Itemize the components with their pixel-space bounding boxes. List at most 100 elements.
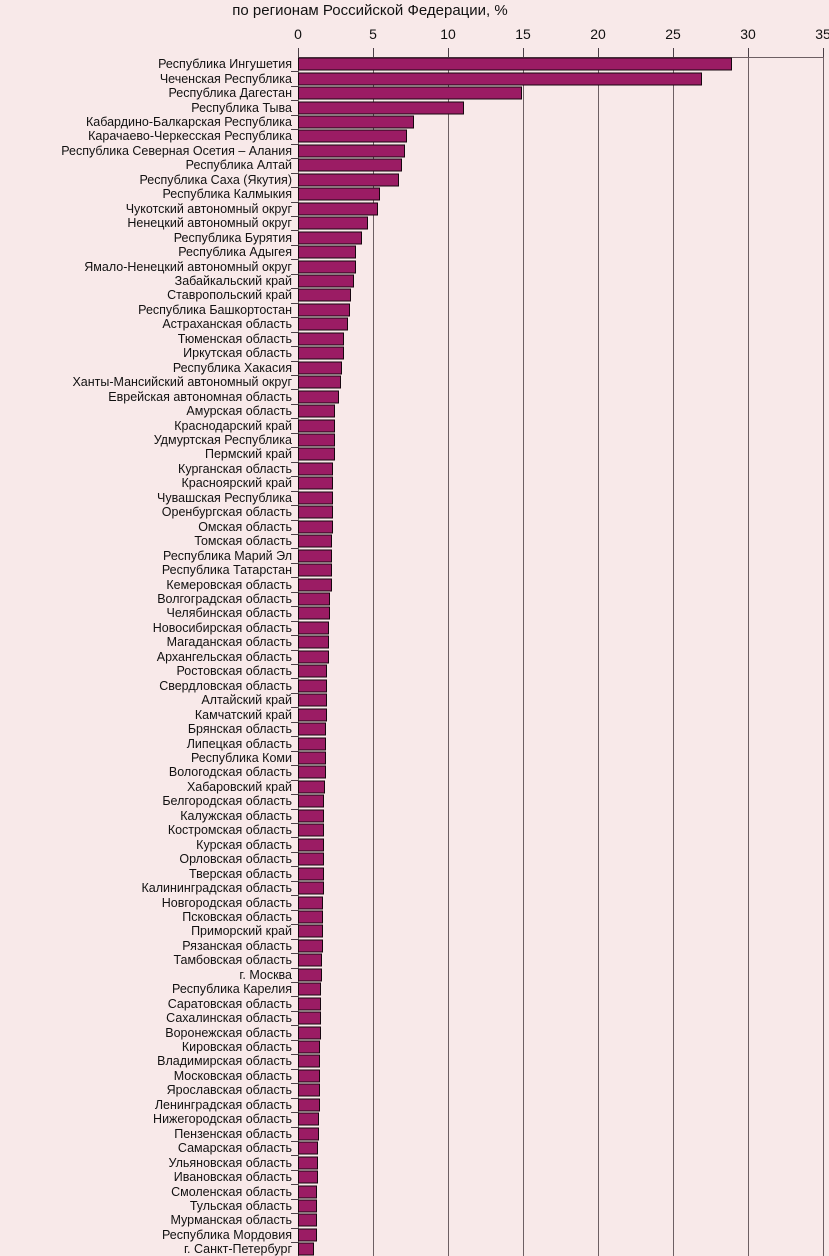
region-label: Пензенская область: [174, 1126, 292, 1141]
category-tick-mark: [291, 692, 298, 694]
bar: [298, 664, 327, 678]
bar: [298, 274, 354, 288]
category-tick-mark: [291, 577, 298, 579]
bar: [298, 447, 335, 461]
region-label: Омская область: [198, 519, 292, 534]
category-tick-mark: [291, 85, 298, 87]
category-tick-mark: [291, 505, 298, 507]
bar: [298, 765, 326, 779]
category-tick-mark: [291, 664, 298, 666]
bar-row: Республика Мордовия: [0, 1228, 829, 1244]
region-label: Вологодская область: [168, 765, 292, 780]
bar: [298, 1040, 321, 1054]
region-label: Свердловская область: [159, 678, 292, 693]
bar-row: Курская область: [0, 837, 829, 853]
bar: [298, 1213, 317, 1227]
region-label: Карачаево-Черкесская Республика: [88, 129, 292, 144]
region-label: Тверская область: [189, 866, 292, 881]
bar-row: Воронежская область: [0, 1025, 829, 1041]
bar-row: Свердловская область: [0, 678, 829, 694]
category-tick-mark: [291, 1227, 298, 1229]
category-tick-mark: [291, 851, 298, 853]
category-tick-mark: [291, 823, 298, 825]
category-tick-mark: [291, 317, 298, 319]
bar-row: г. Санкт-Петербург: [0, 1242, 829, 1256]
category-tick-mark: [291, 360, 298, 362]
gridline: [748, 57, 749, 1256]
bar: [298, 57, 732, 71]
bar: [298, 505, 333, 519]
bar: [298, 621, 329, 635]
bar-row: Республика Саха (Якутия): [0, 173, 829, 189]
category-tick-mark: [291, 187, 298, 189]
gridline: [523, 57, 524, 1256]
gridline: [673, 57, 674, 1256]
region-label: Республика Бурятия: [173, 230, 292, 245]
bar-row: Московская область: [0, 1069, 829, 1085]
bar-row: Республика Дагестан: [0, 86, 829, 102]
bar: [298, 896, 324, 909]
category-tick-mark: [291, 562, 298, 564]
bar-row: Ярославская область: [0, 1083, 829, 1099]
bar-row: Пензенская область: [0, 1126, 829, 1142]
bar-row: Липецкая область: [0, 736, 829, 752]
bar-row: Еврейская автономная область: [0, 389, 829, 405]
bar: [298, 1026, 321, 1040]
bar: [298, 751, 326, 765]
bar-row: Тамбовская область: [0, 953, 829, 969]
category-tick-mark: [291, 1184, 298, 1186]
category-tick-mark: [291, 967, 298, 969]
bar: [298, 1242, 314, 1256]
region-label: Псковская область: [182, 909, 292, 924]
bar-row: Забайкальский край: [0, 274, 829, 290]
bar: [298, 303, 350, 317]
bar-row: Хабаровский край: [0, 779, 829, 796]
region-label: Хабаровский край: [186, 779, 292, 794]
category-tick-mark: [291, 201, 298, 203]
category-tick-mark: [291, 953, 298, 955]
bar-row: Архангельская область: [0, 650, 829, 666]
bar: [298, 823, 324, 837]
region-label: Республика Алтай: [185, 158, 292, 173]
category-tick-mark: [291, 389, 298, 391]
bar-row: Республика Карелия: [0, 982, 829, 998]
bar-row: Республика Северная Осетия – Алания: [0, 143, 829, 160]
category-tick-mark: [291, 244, 298, 246]
x-axis: 0 5 10 15 20 25 30 35: [0, 26, 829, 44]
bar: [298, 404, 335, 418]
bar-row: Ненецкий автономный округ: [0, 216, 829, 232]
category-tick-mark: [291, 909, 298, 911]
bar: [298, 881, 324, 895]
category-tick-mark: [291, 1025, 298, 1027]
bar-row: г. Москва: [0, 968, 829, 983]
rows-container: Республика Ингушетия Чеченская Республика…: [0, 57, 829, 1256]
bar: [298, 86, 522, 100]
category-tick-mark: [291, 129, 298, 131]
bar: [298, 332, 344, 346]
bar: [298, 419, 335, 433]
category-tick-mark: [291, 1083, 298, 1085]
category-tick-mark: [291, 1198, 298, 1200]
x-tick-mark: [448, 48, 449, 57]
bar-row: Белгородская область: [0, 794, 829, 810]
category-tick-mark: [291, 158, 298, 160]
region-label: Республика Дагестан: [168, 86, 292, 101]
gridline: [823, 57, 824, 1256]
region-label: Рязанская область: [182, 938, 292, 953]
bar: [298, 173, 399, 187]
x-tick-mark: [523, 48, 524, 57]
bar-row: Новгородская область: [0, 895, 829, 911]
bar: [298, 520, 333, 534]
region-label: Липецкая область: [186, 736, 292, 751]
bar: [298, 361, 342, 375]
region-label: Республика Северная Осетия – Алания: [61, 143, 292, 158]
region-label: Республика Тыва: [191, 100, 292, 115]
category-tick-mark: [291, 938, 298, 940]
bar: [298, 216, 368, 230]
gridline: [598, 57, 599, 1256]
region-label: Ямало-Ненецкий автономный округ: [84, 259, 292, 274]
x-tick-label: 10: [440, 26, 456, 42]
region-label: Удмуртская Республика: [153, 433, 292, 447]
category-tick-mark: [291, 1010, 298, 1012]
x-tick-label: 35: [815, 26, 829, 42]
